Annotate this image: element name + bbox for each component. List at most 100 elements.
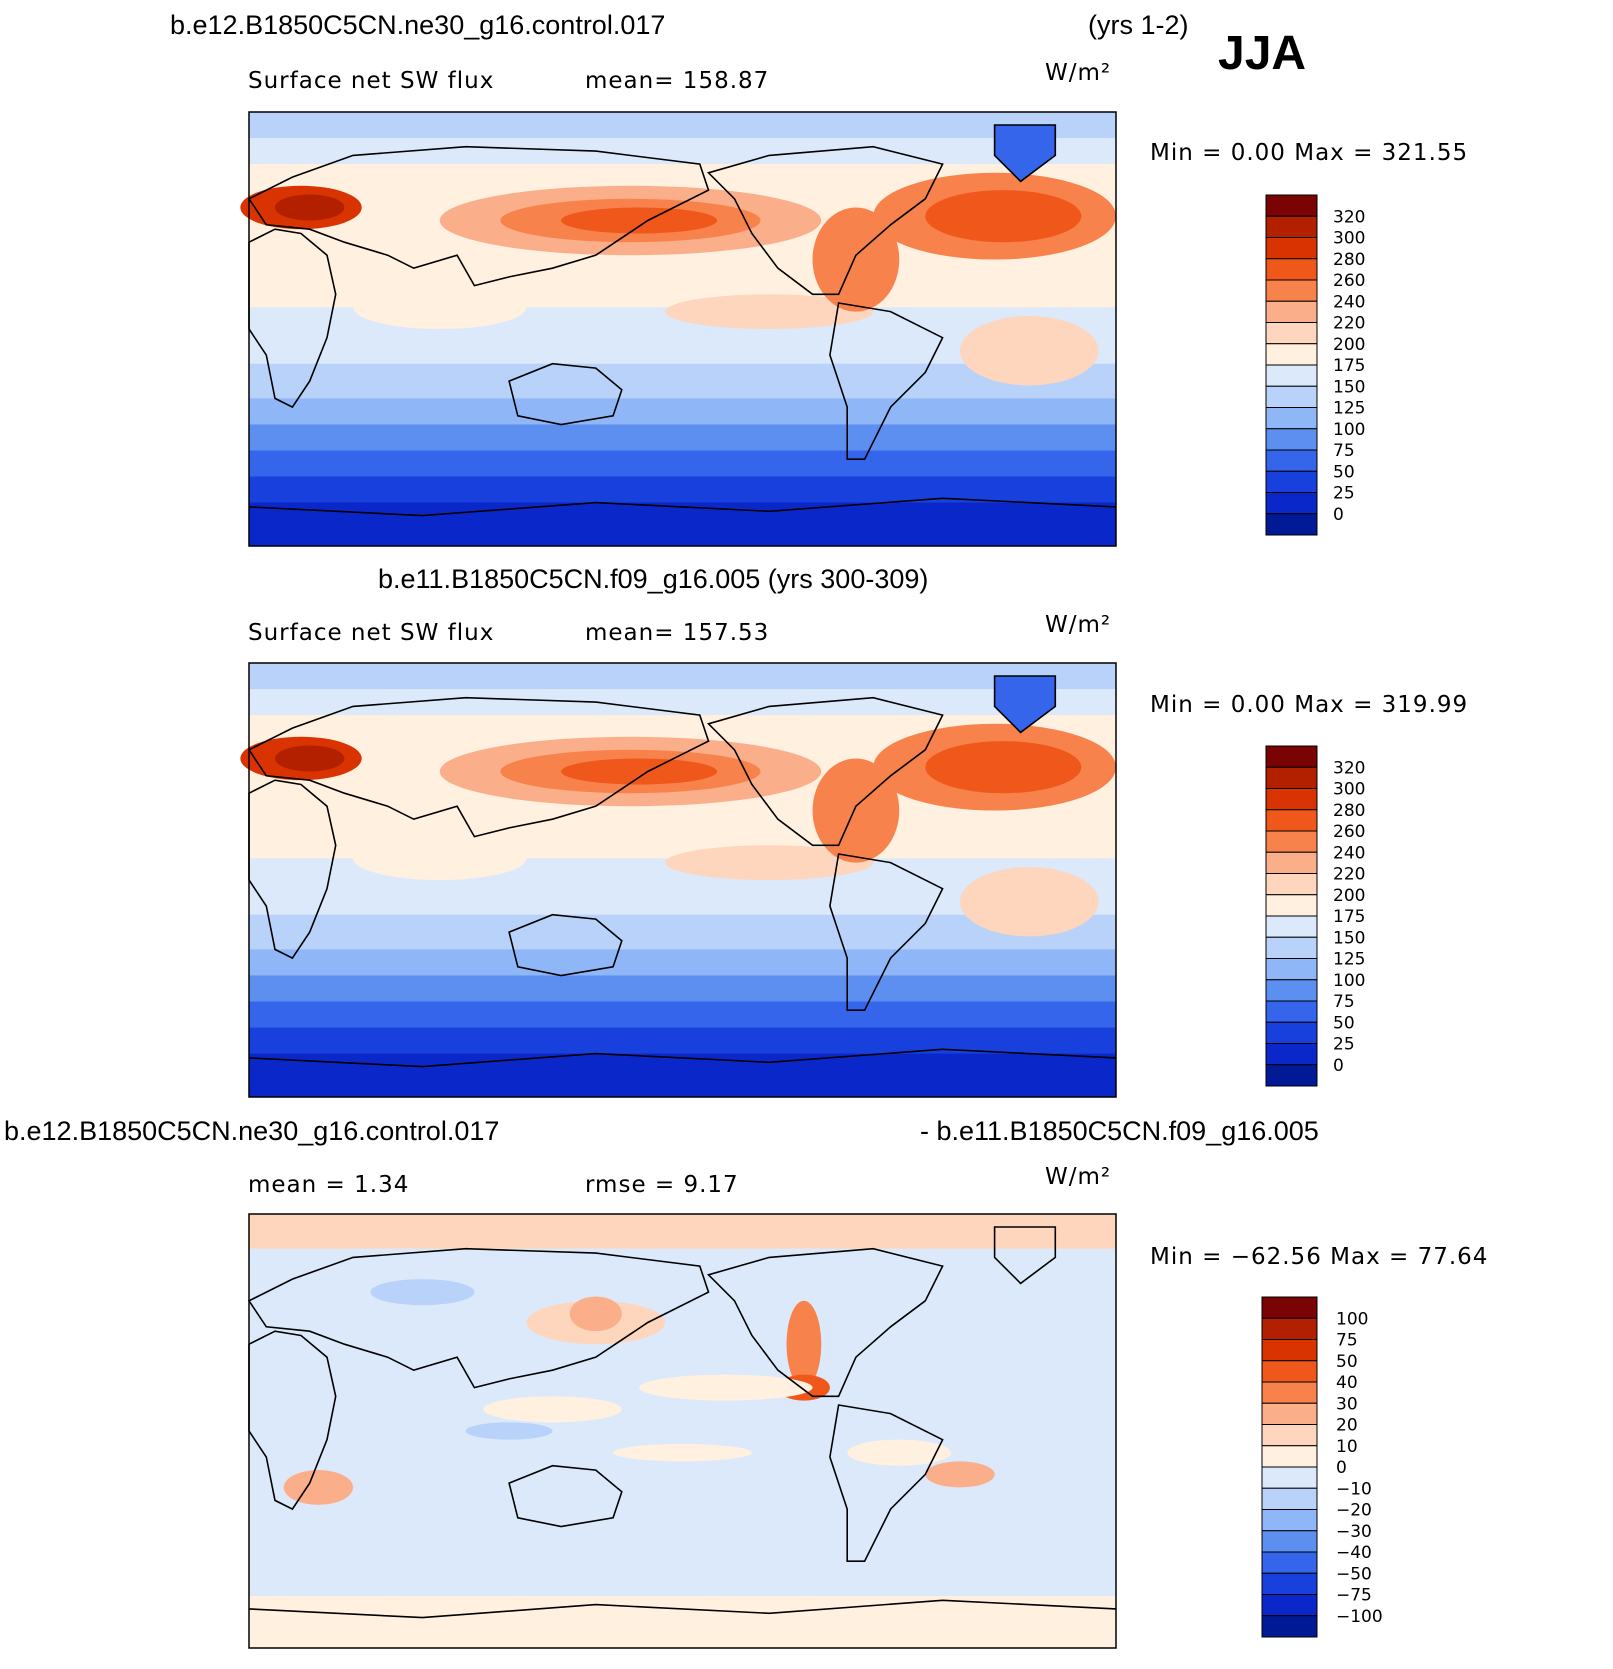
colorbar-label: 150 [1333, 928, 1365, 948]
panel2-mean: mean= 157.53 [585, 620, 770, 646]
heatmap-cell [283, 1470, 354, 1505]
coastline [829, 1404, 944, 1562]
heatmap-cell [613, 1444, 752, 1462]
coastline [248, 779, 337, 960]
colorbar-box [1261, 1530, 1318, 1553]
colorbar-box [1261, 1445, 1318, 1468]
colorbar-box [1265, 258, 1318, 281]
heatmap-band [249, 476, 1116, 504]
colorbar-box [1265, 830, 1318, 853]
coastline [706, 1247, 944, 1398]
heatmap-cell [370, 1279, 475, 1306]
colorbar-label: −10 [1336, 1479, 1372, 1499]
colorbar-box [1265, 492, 1318, 515]
colorbar-box [1265, 194, 1318, 217]
colorbar-box [1265, 215, 1318, 238]
panel3-units: W/m² [1045, 1164, 1112, 1190]
season-label: JJA [1218, 27, 1307, 80]
heatmap-cell [786, 1300, 822, 1388]
colorbar-box [1265, 873, 1318, 896]
heatmap-cell [561, 758, 718, 785]
heatmap-band [249, 1214, 1116, 1648]
heatmap-cell [925, 1461, 995, 1488]
panel3-minmax: Min = −62.56 Max = 77.64 [1150, 1244, 1489, 1270]
panel2-minmax: Min = 0.00 Max = 319.99 [1150, 692, 1469, 718]
heatmap-cell [353, 285, 527, 329]
colorbar-label: 75 [1336, 1331, 1358, 1351]
colorbar-box [1265, 300, 1318, 323]
colorbar-label: 280 [1333, 250, 1365, 270]
colorbar-box [1261, 1296, 1318, 1319]
map-1 [240, 111, 1117, 547]
colorbar-label: 25 [1333, 1035, 1355, 1055]
heatmap-band [249, 663, 1116, 690]
heatmap-cell [465, 1422, 553, 1440]
colorbar-box [1261, 1466, 1318, 1489]
colorbar-box [1261, 1339, 1318, 1362]
heatmap-cell [665, 845, 874, 880]
colorbar-box [1265, 915, 1318, 938]
colorbar-label: 175 [1333, 907, 1365, 927]
colorbar-box [1265, 958, 1318, 981]
panel2-variable: Surface net SW flux [248, 620, 495, 646]
coastline [508, 913, 623, 977]
colorbar-label: −20 [1336, 1501, 1372, 1521]
coastline [993, 1226, 1057, 1285]
colorbar-box [1261, 1317, 1318, 1340]
colorbar-box [1265, 470, 1318, 493]
heatmap-cell [925, 741, 1082, 794]
heatmap-cell [561, 207, 718, 234]
colorbar-box [1265, 809, 1318, 832]
panel1-years: (yrs 1-2) [1088, 10, 1189, 40]
heatmap-band [249, 689, 1116, 716]
colorbar-label: 300 [1333, 229, 1365, 249]
heatmap-cell [569, 1296, 622, 1332]
colorbar-box [1265, 936, 1318, 959]
heatmap-cell [275, 194, 345, 221]
heatmap-band [249, 1053, 1116, 1098]
colorbar-label: 300 [1333, 780, 1365, 800]
colorbar-box [1265, 766, 1318, 789]
panel3-title-right: - b.e11.B1850C5CN.f09_g16.005 [920, 1116, 1319, 1146]
heatmap-cell [353, 836, 527, 880]
colorbar-box [1261, 1487, 1318, 1510]
colorbar-label: 50 [1336, 1352, 1358, 1372]
colorbar-label: 75 [1333, 441, 1355, 461]
colorbar-box [1265, 322, 1318, 345]
heatmap-cell [959, 866, 1099, 937]
map-2 [240, 662, 1117, 1098]
colorbar-label: 75 [1333, 992, 1355, 1012]
colorbar-box [1261, 1381, 1318, 1404]
colorbar-box [1265, 788, 1318, 811]
coastline [706, 696, 944, 847]
map-frame [248, 111, 1117, 547]
colorbar-box [1261, 1360, 1318, 1383]
coastline [706, 145, 944, 296]
colorbar-label: 220 [1333, 865, 1365, 885]
panel3-title-left: b.e12.B1850C5CN.ne30_g16.control.017 [4, 1116, 500, 1146]
map-3 [247, 1213, 1117, 1649]
coastline [247, 145, 710, 287]
heatmap-band [249, 975, 1116, 1003]
heatmap-band [249, 450, 1116, 478]
colorbar-box [1265, 364, 1318, 387]
colorbar-label: 0 [1336, 1458, 1347, 1478]
heatmap-band [249, 502, 1116, 547]
colorbar-box [1265, 237, 1318, 260]
colorbar-label: 10 [1336, 1437, 1358, 1457]
colorbar-box [1265, 279, 1318, 302]
heatmap-band [249, 949, 1116, 976]
colorbar-label: 320 [1333, 207, 1365, 227]
heatmap-band [249, 1214, 1116, 1249]
panel3-rmse: rmse = 9.17 [585, 1172, 739, 1198]
coastline [508, 1464, 623, 1528]
panel1-mean: mean= 158.87 [585, 68, 770, 94]
heatmap-cell [665, 294, 874, 330]
colorbar-box [1261, 1402, 1318, 1425]
colorbar-label: 125 [1333, 399, 1365, 419]
colorbar-label: 240 [1333, 292, 1365, 312]
colorbar-box [1265, 1043, 1318, 1066]
coastline [993, 124, 1057, 183]
